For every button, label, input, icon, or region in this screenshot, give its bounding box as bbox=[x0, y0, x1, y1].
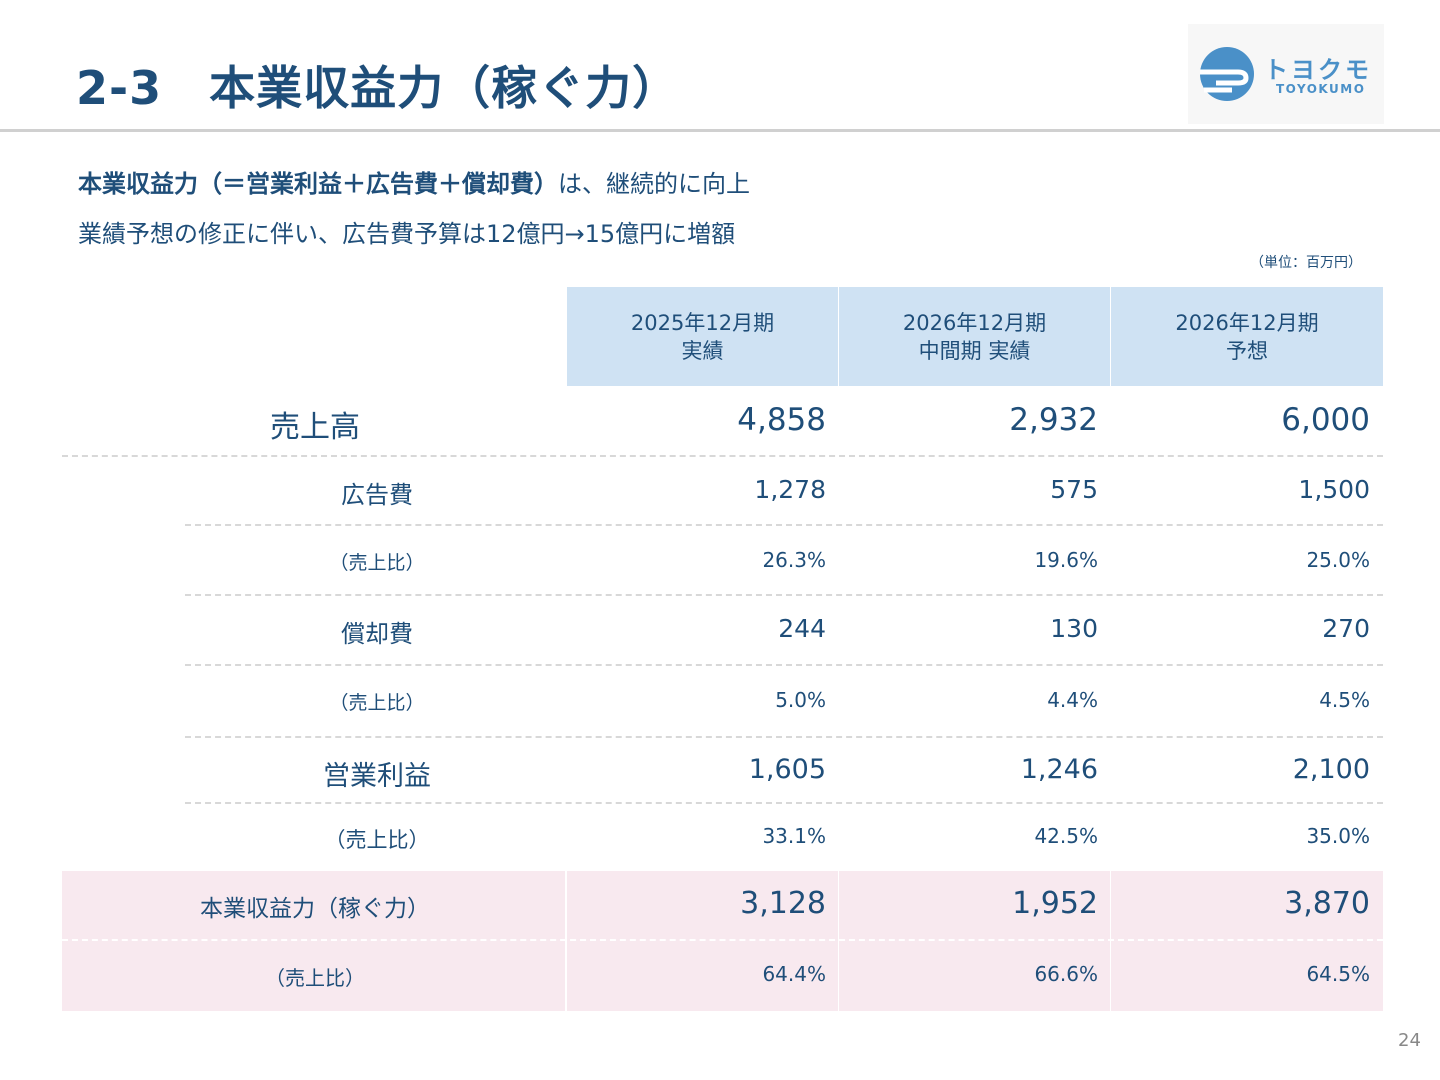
row-divider bbox=[185, 802, 1383, 804]
table-cell: 2,932 bbox=[1009, 402, 1098, 438]
table-cell: 4.5% bbox=[1319, 688, 1370, 712]
row-divider bbox=[185, 664, 1383, 666]
lead-line-2: 業績予想の修正に伴い、広告費予算は12億円→15億円に増額 bbox=[78, 220, 736, 248]
row-label-ratio: （売上比） bbox=[265, 966, 365, 990]
column-header-line2: 予想 bbox=[1226, 338, 1268, 363]
row-label-depreciation: 償却費 bbox=[341, 620, 413, 648]
table-cell: 35.0% bbox=[1306, 824, 1370, 848]
row-label-core-earning-power: 本業収益力（稼ぐ力） bbox=[200, 896, 430, 922]
column-header-fy2026-interim-actual: 2026年12月期 中間期 実績 bbox=[839, 287, 1110, 386]
row-divider bbox=[185, 524, 1383, 526]
table-cell: 1,605 bbox=[748, 754, 826, 785]
lead-line-1-rest: は、継続的に向上 bbox=[558, 170, 750, 198]
logo-kana-text: トヨクモ bbox=[1264, 56, 1372, 84]
highlight-label-cell bbox=[62, 871, 565, 1011]
table-cell: 25.0% bbox=[1306, 548, 1370, 572]
row-label-sales: 売上高 bbox=[270, 410, 360, 445]
row-divider bbox=[62, 455, 1383, 457]
table-cell: 2,100 bbox=[1292, 754, 1370, 785]
title-divider bbox=[0, 129, 1440, 132]
table-cell: 4.4% bbox=[1047, 688, 1098, 712]
table-cell: 130 bbox=[1050, 614, 1098, 643]
company-logo: トヨクモ TOYOKUMO bbox=[1188, 24, 1384, 124]
table-cell: 6,000 bbox=[1281, 402, 1370, 438]
table-cell: 64.4% bbox=[762, 962, 826, 986]
row-label-ratio: （売上比） bbox=[329, 692, 425, 714]
table-cell: 3,870 bbox=[1284, 886, 1370, 921]
row-divider bbox=[62, 939, 1383, 941]
highlight-cell-col2 bbox=[839, 871, 1110, 1011]
column-header-line2: 実績 bbox=[681, 338, 724, 363]
page-title: 2-3 本業収益力（稼ぐ力） bbox=[76, 61, 680, 115]
row-label-ad-cost: 広告費 bbox=[341, 481, 413, 509]
unit-label: （単位：百万円） bbox=[1250, 255, 1362, 271]
logo-roman-text: TOYOKUMO bbox=[1276, 82, 1366, 96]
table-cell: 244 bbox=[778, 614, 826, 643]
column-header-fy2026-forecast: 2026年12月期 予想 bbox=[1111, 287, 1383, 386]
table-cell: 42.5% bbox=[1034, 824, 1098, 848]
row-divider bbox=[185, 736, 1383, 738]
table-cell: 33.1% bbox=[762, 824, 826, 848]
table-cell: 1,952 bbox=[1012, 886, 1098, 921]
row-divider bbox=[185, 594, 1383, 596]
table-cell: 1,278 bbox=[754, 475, 826, 504]
highlight-cell-col3 bbox=[1111, 871, 1383, 1011]
table-cell: 270 bbox=[1322, 614, 1370, 643]
column-header-fy2025-actual: 2025年12月期 実績 bbox=[567, 287, 838, 386]
table-cell: 19.6% bbox=[1034, 548, 1098, 572]
table-cell: 5.0% bbox=[775, 688, 826, 712]
row-label-ratio: （売上比） bbox=[324, 828, 430, 852]
column-header-line1: 2026年12月期 bbox=[902, 310, 1047, 335]
table-cell: 66.6% bbox=[1034, 962, 1098, 986]
table-cell: 1,500 bbox=[1298, 475, 1370, 504]
lead-line-1-strong: 本業収益力（＝営業利益＋広告費＋償却費） bbox=[78, 170, 558, 198]
table-cell: 4,858 bbox=[737, 402, 826, 438]
table-cell: 64.5% bbox=[1306, 962, 1370, 986]
highlight-cell-col1 bbox=[567, 871, 838, 1011]
table-cell: 575 bbox=[1050, 475, 1098, 504]
table-cell: 1,246 bbox=[1020, 754, 1098, 785]
column-header-line2: 中間期 実績 bbox=[918, 338, 1031, 363]
cloud-logo-icon bbox=[1200, 47, 1254, 101]
column-header-line1: 2025年12月期 bbox=[630, 310, 775, 335]
page-number: 24 bbox=[1398, 1030, 1421, 1051]
table-cell: 3,128 bbox=[740, 886, 826, 921]
table-cell: 26.3% bbox=[762, 548, 826, 572]
row-label-operating-profit: 営業利益 bbox=[323, 761, 431, 792]
column-header-line1: 2026年12月期 bbox=[1175, 310, 1319, 335]
lead-line-1: 本業収益力（＝営業利益＋広告費＋償却費）は、継続的に向上 bbox=[78, 164, 750, 199]
row-label-ratio: （売上比） bbox=[329, 552, 425, 574]
